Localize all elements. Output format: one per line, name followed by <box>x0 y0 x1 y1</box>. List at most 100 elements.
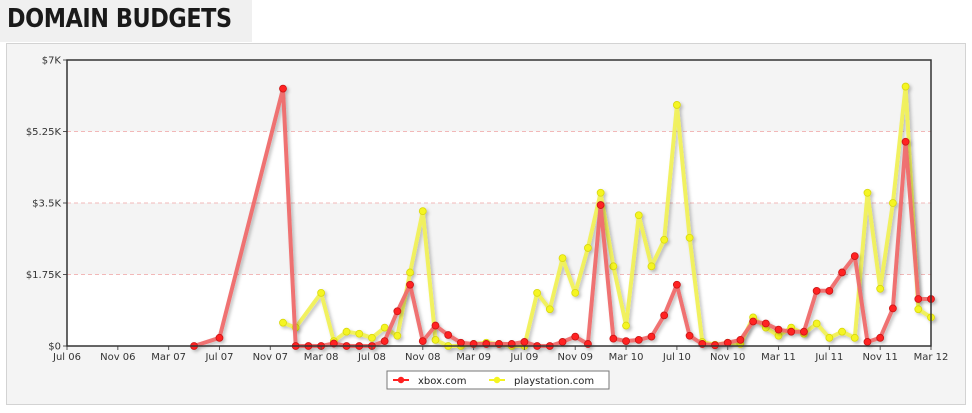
data-point[interactable] <box>888 199 897 207</box>
data-point[interactable] <box>279 318 287 327</box>
data-point[interactable] <box>393 331 402 340</box>
data-point[interactable] <box>431 335 440 344</box>
x-tick-label: Mar 07 <box>151 352 186 363</box>
x-tick-label: Nov 08 <box>405 352 440 363</box>
data-point[interactable] <box>571 332 580 341</box>
data-point[interactable] <box>812 286 821 295</box>
data-point[interactable] <box>558 338 567 346</box>
data-point[interactable] <box>380 337 389 345</box>
data-point[interactable] <box>850 333 859 342</box>
data-point[interactable] <box>418 337 427 345</box>
data-point[interactable] <box>914 305 923 314</box>
y-tick-label: $1.75K <box>26 270 62 281</box>
x-tick-label: Jul 08 <box>357 352 386 363</box>
data-point[interactable] <box>393 307 402 316</box>
data-point[interactable] <box>761 319 770 328</box>
legend-item[interactable]: playstation.com <box>489 376 594 387</box>
data-point[interactable] <box>584 244 592 252</box>
x-tick-label: Jul 06 <box>52 352 81 363</box>
plot-border <box>66 59 932 347</box>
data-point[interactable] <box>317 288 326 297</box>
legend-swatch-dot <box>493 376 501 384</box>
legend: xbox.com playstation.com <box>386 370 610 390</box>
legend-label: playstation.com <box>514 376 594 387</box>
data-point[interactable] <box>368 333 376 342</box>
data-point[interactable] <box>406 280 414 289</box>
data-point[interactable] <box>215 333 224 342</box>
page-header: DOMAIN BUDGETS <box>0 0 252 42</box>
data-point[interactable] <box>596 188 605 197</box>
data-point[interactable] <box>418 207 427 216</box>
x-tick-label: Jul 11 <box>814 352 843 363</box>
data-point[interactable] <box>380 323 389 332</box>
data-point[interactable] <box>914 295 923 303</box>
data-point[interactable] <box>850 252 859 261</box>
y-tick-label: $0 <box>48 342 61 353</box>
plot-band <box>67 203 931 275</box>
data-point[interactable] <box>825 286 834 295</box>
data-point[interactable] <box>622 321 630 330</box>
x-tick-label: Nov 06 <box>100 352 135 363</box>
data-point[interactable] <box>660 311 669 320</box>
data-point[interactable] <box>622 337 630 345</box>
y-tick-label: $5.25K <box>26 127 62 138</box>
data-point[interactable] <box>838 327 846 336</box>
data-point[interactable] <box>812 319 821 328</box>
data-point[interactable] <box>723 338 732 347</box>
x-tick-label: Nov 10 <box>710 352 745 363</box>
data-point[interactable] <box>634 335 643 344</box>
data-point[interactable] <box>342 327 351 336</box>
data-point[interactable] <box>863 188 872 197</box>
data-point[interactable] <box>736 335 745 344</box>
x-tick-label: Jul 07 <box>204 352 233 363</box>
plot-band <box>67 60 931 132</box>
data-point[interactable] <box>431 321 440 330</box>
data-point[interactable] <box>634 211 643 220</box>
y-tick-label: $7K <box>42 56 62 67</box>
data-point[interactable] <box>825 333 834 342</box>
page-title: DOMAIN BUDGETS <box>7 4 232 34</box>
data-point[interactable] <box>545 305 554 314</box>
data-point[interactable] <box>406 268 414 277</box>
data-point[interactable] <box>609 334 618 343</box>
data-point[interactable] <box>647 262 656 271</box>
x-tick-label: Mar 12 <box>914 352 949 363</box>
data-point[interactable] <box>558 254 567 263</box>
data-point[interactable] <box>596 201 605 209</box>
series-group <box>190 82 935 350</box>
data-point[interactable] <box>863 338 872 346</box>
data-point[interactable] <box>787 327 796 336</box>
data-point[interactable] <box>711 341 719 350</box>
data-point[interactable] <box>876 284 885 293</box>
data-point[interactable] <box>609 262 618 271</box>
legend-item[interactable]: xbox.com <box>393 376 467 387</box>
y-tick-label: $3.5K <box>32 199 61 210</box>
data-point[interactable] <box>901 82 910 91</box>
x-tick-label: Mar 09 <box>456 352 491 363</box>
data-point[interactable] <box>571 288 580 297</box>
data-point[interactable] <box>355 329 364 338</box>
data-point[interactable] <box>672 280 681 289</box>
data-point[interactable] <box>888 304 897 313</box>
data-point[interactable] <box>685 233 694 242</box>
data-point[interactable] <box>279 84 287 93</box>
data-point[interactable] <box>838 268 846 277</box>
data-point[interactable] <box>774 325 783 334</box>
x-tick-label: Jul 09 <box>509 352 538 363</box>
data-point[interactable] <box>533 288 542 297</box>
data-point[interactable] <box>800 327 808 336</box>
data-point[interactable] <box>901 137 910 146</box>
data-point[interactable] <box>647 332 656 341</box>
x-tick-label: Mar 08 <box>304 352 339 363</box>
data-point[interactable] <box>672 101 681 109</box>
data-point[interactable] <box>685 331 694 340</box>
data-point[interactable] <box>876 333 885 342</box>
data-point[interactable] <box>456 338 465 347</box>
data-point[interactable] <box>660 235 669 244</box>
x-tick-label: Jul 10 <box>662 352 691 363</box>
data-point[interactable] <box>749 317 758 326</box>
data-point[interactable] <box>520 338 529 346</box>
data-point[interactable] <box>444 331 453 339</box>
x-tick-label: Mar 11 <box>761 352 796 363</box>
